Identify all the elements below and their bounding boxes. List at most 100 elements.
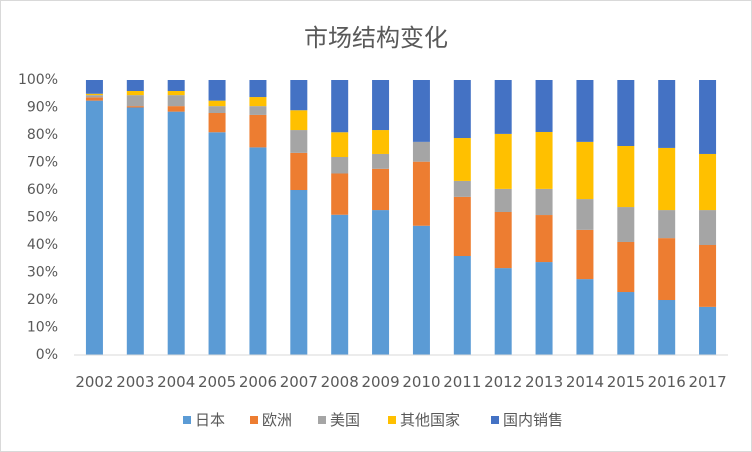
bar-domestic-sales-2005	[208, 80, 226, 101]
bar-other-countries-2008	[331, 132, 349, 157]
bar-domestic-sales-2009	[372, 80, 390, 131]
legend-marker-other-countries	[388, 416, 396, 424]
bar-usa-2011	[453, 180, 471, 197]
bar-europe-2013	[535, 215, 553, 263]
bar-europe-2006	[249, 114, 267, 148]
y-tick-label: 10%	[27, 320, 58, 336]
bar-domestic-sales-2004	[167, 80, 185, 91]
bar-domestic-sales-2006	[249, 80, 267, 98]
bar-domestic-sales-2013	[535, 80, 553, 132]
bar-europe-2010	[412, 161, 430, 226]
bar-europe-2002	[85, 97, 103, 101]
x-tick-label: 2011	[443, 373, 481, 391]
bar-europe-2017	[699, 245, 717, 307]
bar-usa-2016	[658, 210, 676, 239]
bar-domestic-sales-2010	[412, 80, 430, 142]
bar-europe-2012	[494, 212, 512, 269]
bar-japan-2007	[290, 190, 308, 355]
bar-other-countries-2016	[658, 147, 676, 211]
x-tick-label: 2009	[361, 373, 399, 391]
legend-label-europe: 欧洲	[262, 411, 292, 429]
bar-other-countries-2007	[290, 110, 308, 131]
bar-domestic-sales-2016	[658, 80, 676, 148]
bar-japan-2013	[535, 262, 553, 355]
bar-other-countries-2014	[576, 141, 594, 200]
bar-other-countries-2003	[126, 91, 144, 96]
legend-marker-usa	[318, 416, 326, 424]
x-tick-label: 2002	[75, 373, 113, 391]
bar-other-countries-2012	[494, 133, 512, 189]
bar-japan-2005	[208, 132, 226, 355]
bar-usa-2012	[494, 188, 512, 212]
y-tick-label: 80%	[27, 127, 58, 143]
bar-usa-2005	[208, 106, 226, 114]
y-tick-label: 20%	[27, 292, 58, 308]
bar-japan-2002	[85, 100, 103, 356]
bar-usa-2013	[535, 188, 553, 216]
bar-europe-2004	[167, 106, 185, 112]
x-tick-label: 2017	[688, 373, 726, 391]
bar-other-countries-2005	[208, 100, 226, 107]
bar-europe-2015	[617, 241, 635, 293]
bar-japan-2016	[658, 300, 676, 355]
legend-label-usa: 美国	[330, 411, 360, 429]
bar-domestic-sales-2002	[85, 80, 103, 94]
bar-domestic-sales-2015	[617, 80, 635, 146]
bar-usa-2003	[126, 95, 144, 107]
legend: 日本 欧洲 美国 其他国家 国内销售	[183, 411, 563, 429]
y-tick-label: 60%	[27, 182, 58, 198]
legend-label-other-countries: 其他国家	[400, 411, 460, 429]
bar-europe-2016	[658, 238, 676, 301]
bar-japan-2015	[617, 292, 635, 355]
bar-usa-2008	[331, 157, 349, 174]
legend-marker-europe	[250, 416, 258, 424]
bar-europe-2009	[372, 168, 390, 211]
legend-label-japan: 日本	[195, 411, 225, 429]
y-tick-label: 0%	[36, 347, 58, 363]
y-tick-label: 40%	[27, 237, 58, 253]
x-tick-label: 2013	[525, 373, 563, 391]
x-tick-label: 2014	[566, 373, 604, 391]
bar-usa-2010	[412, 141, 430, 162]
bar-other-countries-2013	[535, 131, 553, 189]
bar-europe-2007	[290, 152, 308, 191]
bar-other-countries-2015	[617, 146, 635, 208]
y-axis: 0% 10% 20% 30% 40% 50% 60% 70% 80% 90% 100%	[18, 72, 58, 363]
x-tick-label: 2008	[321, 373, 359, 391]
x-tick-label: 2005	[198, 373, 236, 391]
bar-japan-2014	[576, 279, 594, 355]
bar-japan-2010	[412, 225, 430, 355]
bar-usa-2007	[290, 130, 308, 153]
x-tick-label: 2015	[607, 373, 645, 391]
bar-japan-2004	[167, 111, 185, 356]
bar-europe-2008	[331, 173, 349, 215]
y-tick-label: 30%	[27, 265, 58, 281]
bar-other-countries-2004	[167, 91, 185, 96]
bar-japan-2008	[331, 214, 349, 355]
bar-usa-2017	[699, 210, 717, 245]
bar-japan-2017	[699, 306, 717, 356]
y-tick-label: 70%	[27, 155, 58, 171]
x-tick-label: 2012	[484, 373, 522, 391]
bar-japan-2012	[494, 268, 512, 355]
y-tick-label: 100%	[18, 72, 58, 88]
bar-japan-2009	[372, 210, 390, 355]
bar-domestic-sales-2003	[126, 80, 144, 91]
bar-japan-2011	[453, 256, 471, 355]
bar-other-countries-2017	[699, 153, 717, 211]
legend-marker-domestic-sales	[491, 416, 499, 424]
x-axis: 2002 2003 2004 2005 2006 2007 2008 2009 2010 2011…	[75, 373, 726, 391]
chart-title: 市场结构变化	[304, 24, 448, 52]
bar-area	[85, 80, 717, 356]
bar-usa-2015	[617, 207, 635, 242]
bar-europe-2003	[126, 106, 144, 108]
x-tick-label: 2004	[157, 373, 195, 391]
bar-other-countries-2006	[249, 97, 267, 107]
legend-marker-japan	[183, 416, 191, 424]
x-tick-label: 2003	[116, 373, 154, 391]
x-tick-label: 2016	[648, 373, 686, 391]
y-tick-label: 90%	[27, 100, 58, 116]
bar-domestic-sales-2007	[290, 80, 308, 111]
